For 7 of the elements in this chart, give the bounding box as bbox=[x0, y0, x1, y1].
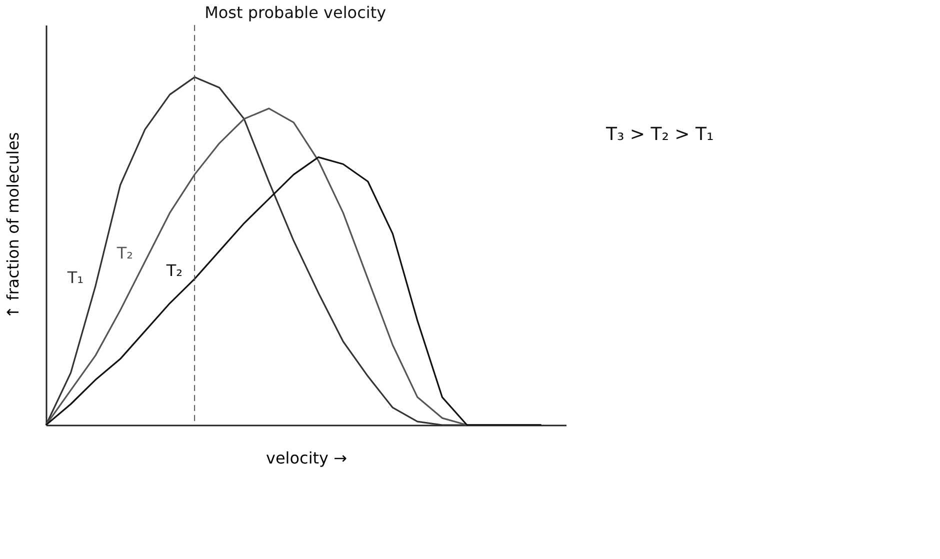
series-label: T₂ bbox=[116, 244, 134, 263]
series-label: T₁ bbox=[66, 268, 84, 287]
y-axis-title: ↑ fraction of molecules bbox=[4, 132, 22, 319]
text: Most probable velocity bbox=[204, 3, 386, 22]
text: T₃ > T₂ > T₁ bbox=[605, 124, 714, 145]
series-label: T₂ bbox=[165, 260, 183, 280]
x-axis-title: velocity → bbox=[266, 448, 348, 468]
